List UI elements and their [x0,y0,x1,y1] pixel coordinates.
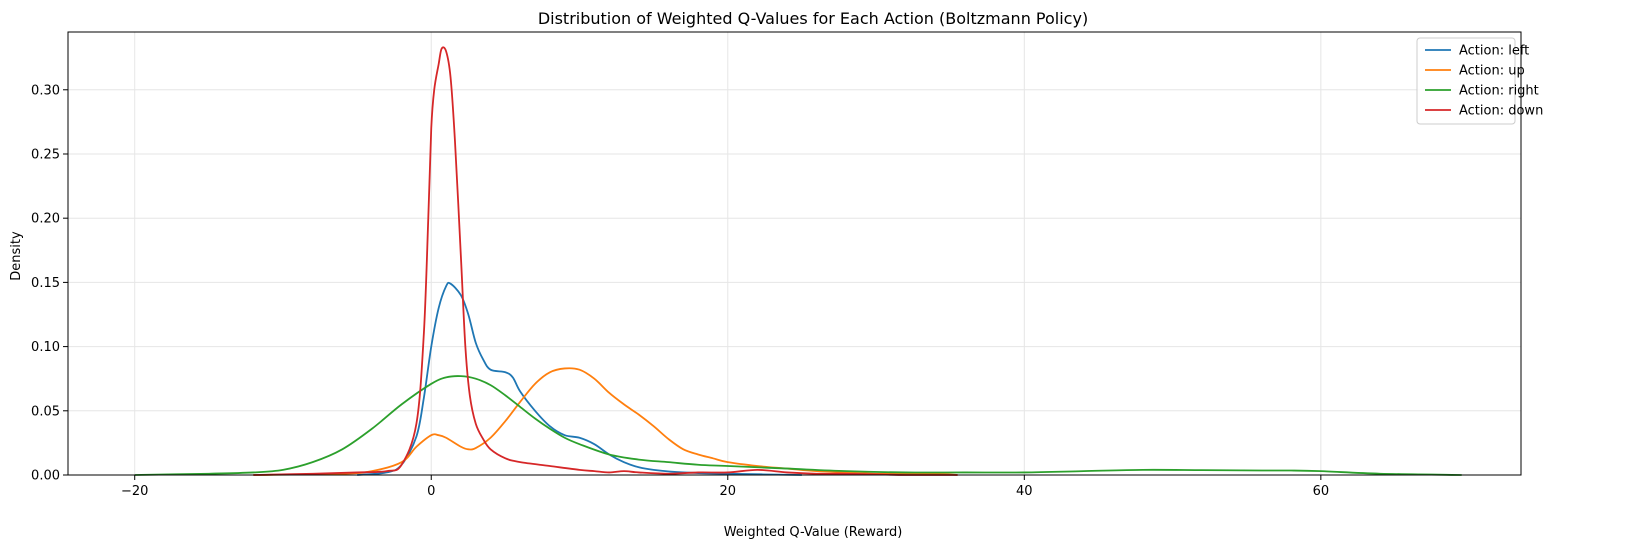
y-tick-label: 0.15 [31,276,60,291]
y-tick-label: 0.10 [31,340,60,355]
legend-box [1416,37,1516,125]
x-axis-ticks: −20 0 20 40 60 [121,475,1329,499]
legend: Action: left Action: up Action: right Actio… [1416,37,1543,125]
y-axis-label: Density [9,231,24,281]
series-lines [134,46,1462,476]
series-line-right [134,375,1462,476]
chart-title: Distribution of Weighted Q-Values for Ea… [538,9,1088,28]
legend-label-right: Action: right [1459,84,1539,99]
y-tick-label: 0.20 [31,212,60,227]
y-tick-label: 0.30 [31,83,60,98]
legend-label-left: Action: left [1459,44,1529,59]
series-line-down [253,46,958,476]
x-tick-label: −20 [121,484,148,499]
x-tick-label: 40 [1016,484,1033,499]
x-tick-label: 20 [720,484,737,499]
plot-frame [67,31,1522,476]
legend-label-down: Action: down [1459,104,1543,119]
y-tick-label: 0.05 [31,404,60,419]
legend-label-up: Action: up [1459,64,1525,79]
y-axis-ticks: 0.00 0.05 0.10 0.15 0.20 0.25 0.30 [31,83,68,484]
y-tick-label: 0.25 [31,147,60,162]
x-axis-label: Weighted Q-Value (Reward) [724,525,903,540]
x-tick-label: 60 [1313,484,1330,499]
grid [68,32,1521,476]
series-line-up [253,367,958,476]
x-tick-label: 0 [427,484,435,499]
series-line-left [357,281,802,476]
y-tick-label: 0.00 [31,469,60,484]
